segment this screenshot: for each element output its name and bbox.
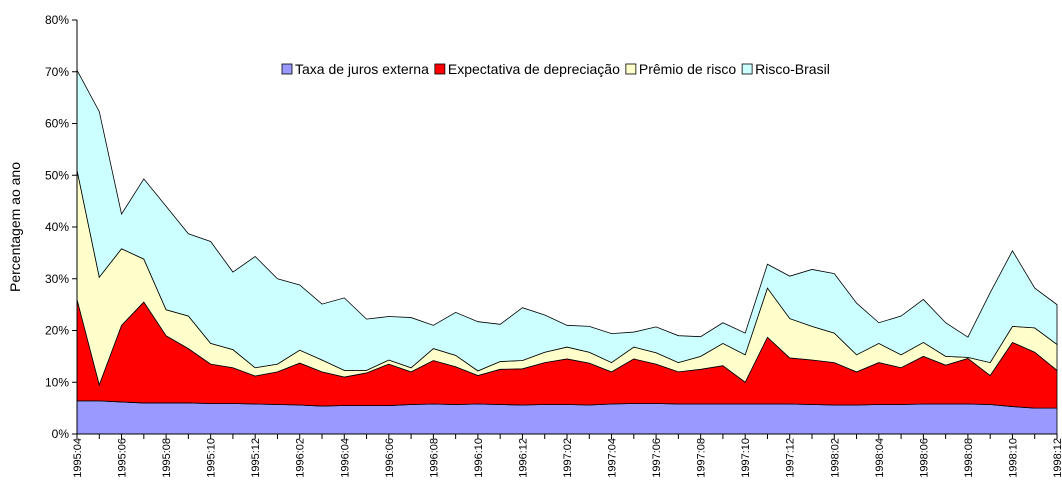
legend-swatch xyxy=(281,63,293,75)
x-tick-label: 1998:02 xyxy=(829,438,841,478)
legend-label: Prêmio de risco xyxy=(639,61,736,77)
area xyxy=(76,70,1058,372)
x-tick-label: 1998:08 xyxy=(963,438,975,478)
x-tick-label: 1996:04 xyxy=(339,438,351,478)
legend-swatch xyxy=(434,63,446,75)
x-tick-label: 1995:08 xyxy=(161,438,173,478)
x-tick-label: 1998:06 xyxy=(918,438,930,478)
legend-label: Taxa de juros externa xyxy=(295,61,429,77)
legend-label: Risco-Brasil xyxy=(755,61,830,77)
x-tick-label: 1995:10 xyxy=(206,438,218,478)
area xyxy=(76,400,1058,435)
x-tick-label: 1998:04 xyxy=(874,438,886,478)
y-axis-label: Percentagem ao ano xyxy=(7,162,23,292)
legend-label: Expectativa de depreciação xyxy=(448,61,620,77)
x-tick-label: 1995:06 xyxy=(117,438,129,478)
x-tick-label: 1998:10 xyxy=(1007,438,1019,478)
x-tick-label: 1996:08 xyxy=(428,438,440,478)
x-tick-label: 1996:12 xyxy=(517,438,529,478)
x-tick-label: 1996:10 xyxy=(473,438,485,478)
y-tick-label: 40% xyxy=(45,220,69,234)
x-tick-label: 1997:12 xyxy=(785,438,797,478)
y-tick-label: 50% xyxy=(45,168,69,182)
x-tick-label: 1995:04 xyxy=(72,438,84,478)
y-tick-label: 80% xyxy=(45,13,69,27)
legend-swatch xyxy=(741,63,753,75)
x-tick-label: 1997:04 xyxy=(607,438,619,478)
x-tick-label: 1996:06 xyxy=(384,438,396,478)
x-tick-label: 1997:10 xyxy=(740,438,752,478)
y-tick-label: 0% xyxy=(52,427,70,441)
x-tick-label: 1996:02 xyxy=(295,438,307,478)
y-tick-label: 60% xyxy=(45,117,69,131)
x-tick-label: 1997:06 xyxy=(651,438,663,478)
x-tick-label: 1998:12 xyxy=(1052,438,1062,478)
x-tick-label: 1997:02 xyxy=(562,438,574,478)
x-tick-label: 1997:08 xyxy=(696,438,708,478)
y-tick-label: 30% xyxy=(45,272,69,286)
x-tick-label: 1995:12 xyxy=(250,438,262,478)
legend-swatch xyxy=(625,63,637,75)
y-tick-label: 10% xyxy=(45,375,69,389)
legend: Taxa de juros externa Expectativa de depr… xyxy=(281,61,830,77)
y-tick-label: 20% xyxy=(45,324,69,338)
y-tick-label: 70% xyxy=(45,65,69,79)
